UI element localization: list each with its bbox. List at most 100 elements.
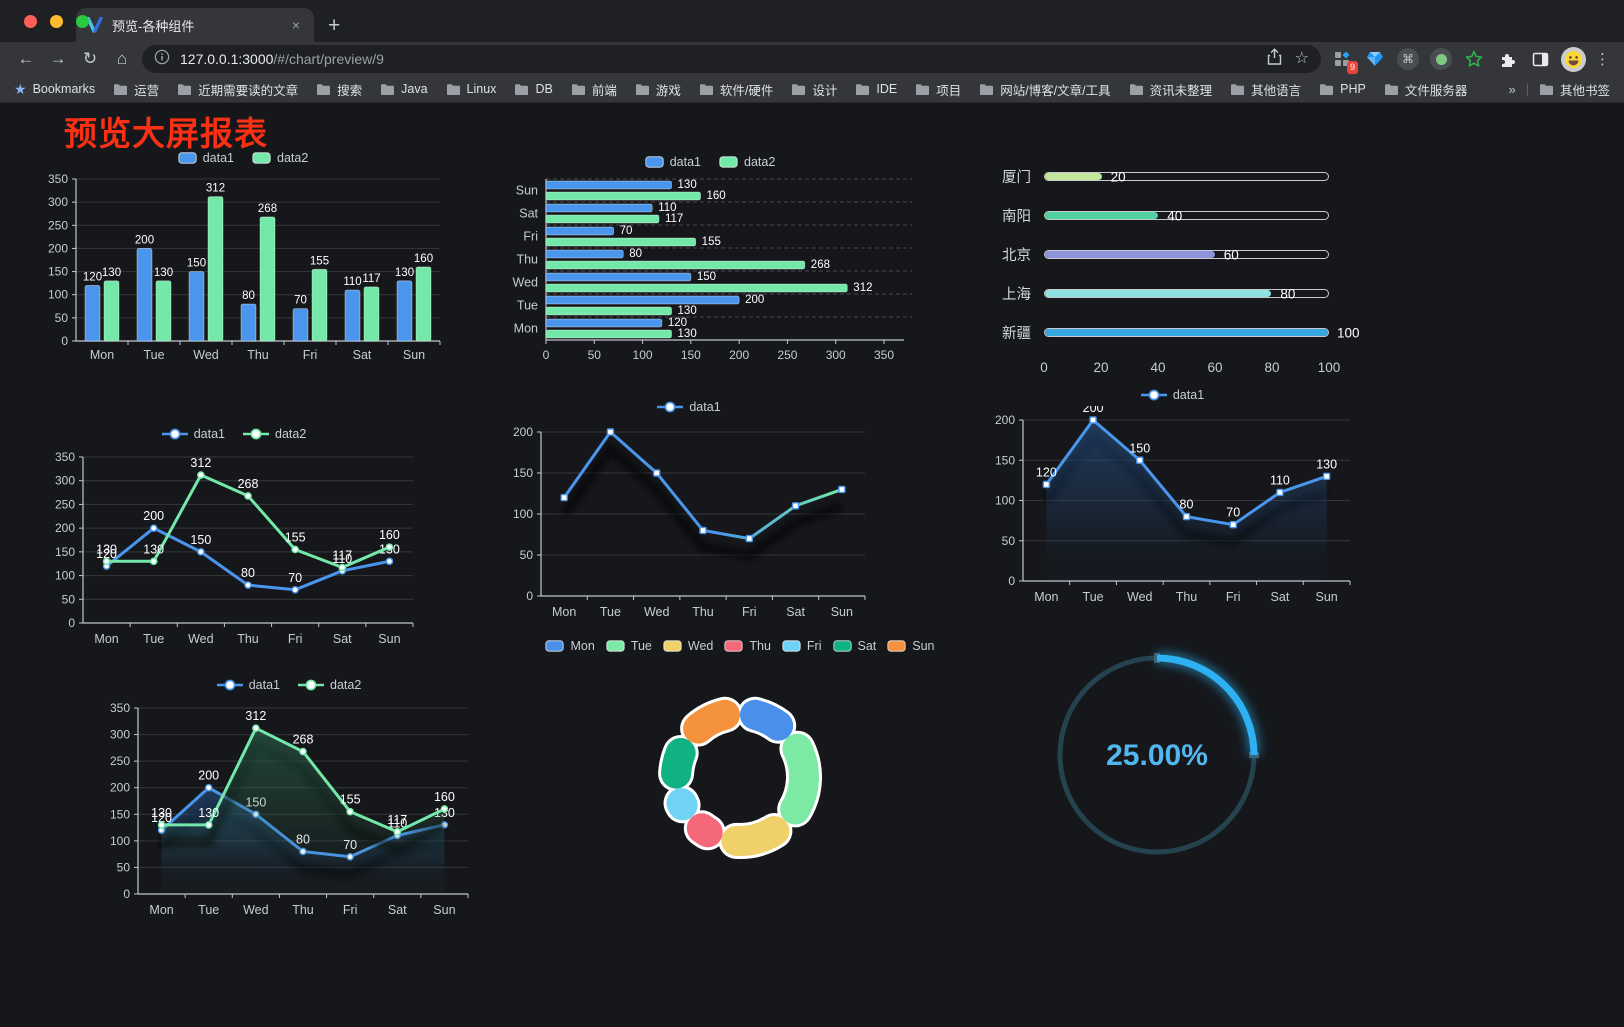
- svg-text:300: 300: [48, 195, 68, 209]
- progress-row[interactable]: 上海 80: [985, 274, 1365, 313]
- other-bookmarks-folder[interactable]: 其他书签: [1539, 80, 1610, 99]
- svg-text:130: 130: [198, 806, 219, 820]
- chart-legend[interactable]: data1 data2: [100, 674, 478, 696]
- chart-grouped-bar[interactable]: data1 data2 0 50 100 150 200 250 300 350 Mon Tue Wed…: [38, 147, 448, 367]
- bookmark-item[interactable]: 搜索: [316, 80, 362, 99]
- bookmarks-root[interactable]: ★ Bookmarks: [14, 80, 96, 97]
- chart-legend[interactable]: data1: [985, 384, 1360, 406]
- window-close-button[interactable]: [24, 15, 37, 28]
- url-bar[interactable]: 127.0.0.1:3000/#/chart/preview/9 ☆: [142, 45, 1321, 73]
- svg-text:117: 117: [332, 549, 352, 563]
- window-zoom-button[interactable]: [76, 15, 89, 28]
- legend-item[interactable]: data2: [252, 151, 308, 165]
- bookmark-item[interactable]: PHP: [1319, 82, 1366, 96]
- legend-item[interactable]: Wed: [663, 639, 713, 653]
- extension-record-icon[interactable]: [1428, 46, 1454, 72]
- svg-text:Sun: Sun: [433, 903, 455, 917]
- chart-legend[interactable]: data1: [503, 396, 875, 418]
- progress-value: 60: [1223, 247, 1239, 262]
- chart-gauge-progress[interactable]: 25.00%: [1045, 643, 1269, 867]
- profile-avatar[interactable]: [1560, 46, 1586, 72]
- new-tab-button[interactable]: +: [328, 14, 341, 37]
- chart-horizontal-bar[interactable]: data1 data2 Sun Sat Fri Thu Wed Tue Mon 0 50 100 150…: [500, 151, 920, 366]
- extension-green-star-icon[interactable]: [1461, 46, 1487, 72]
- svg-text:268: 268: [811, 259, 830, 271]
- svg-text:200: 200: [995, 413, 1015, 427]
- chart-city-progress[interactable]: 厦门 20 南阳 40 北京 60 上海 80 新疆 100 0 20 40 60 80 100: [985, 151, 1365, 389]
- legend-item[interactable]: data2: [719, 155, 775, 169]
- legend-item[interactable]: data1: [1140, 388, 1204, 402]
- chart-area-double[interactable]: data1 data2 0 50 100 150 200 250 300 350 Mon Tue Wed…: [100, 674, 478, 922]
- bookmarks-overflow-chevron[interactable]: »: [1508, 81, 1516, 97]
- browser-toolbar: ← → ↻ ⌂ 127.0.0.1:3000/#/chart/preview/9…: [0, 42, 1624, 76]
- legend-item[interactable]: Sun: [887, 639, 935, 653]
- legend-item[interactable]: Thu: [724, 639, 771, 653]
- bookmark-item[interactable]: 游戏: [635, 80, 681, 99]
- bookmark-star-icon[interactable]: ☆: [1294, 50, 1309, 67]
- bookmark-item[interactable]: 运营: [113, 80, 159, 99]
- bookmark-item[interactable]: 前端: [571, 80, 617, 99]
- chart-donut-pie[interactable]: Mon Tue Wed Thu Fri Sat Sun: [545, 633, 935, 895]
- progress-row[interactable]: 新疆 100: [985, 313, 1365, 352]
- legend-item[interactable]: Fri: [782, 639, 822, 653]
- extension-gem-icon[interactable]: [1362, 46, 1388, 72]
- bookmark-item[interactable]: DB: [514, 82, 553, 96]
- progress-row[interactable]: 厦门 20: [985, 157, 1365, 196]
- svg-text:200: 200: [1083, 406, 1104, 415]
- bookmark-item[interactable]: 项目: [915, 80, 961, 99]
- progress-row[interactable]: 南阳 40: [985, 196, 1365, 235]
- progress-row[interactable]: 北京 60: [985, 235, 1365, 274]
- extension-command-icon[interactable]: ⌘: [1395, 46, 1421, 72]
- svg-text:130: 130: [151, 806, 172, 820]
- svg-text:120: 120: [151, 811, 172, 825]
- browser-menu-icon[interactable]: ⋮: [1595, 51, 1610, 68]
- extensions-puzzle-icon[interactable]: [1494, 46, 1520, 72]
- browser-tab[interactable]: 预览-各种组件 ×: [76, 8, 314, 42]
- legend-item[interactable]: data1: [645, 155, 701, 169]
- window-minimize-button[interactable]: [50, 15, 63, 28]
- bookmark-item[interactable]: 近期需要读的文章: [177, 80, 298, 99]
- legend-item[interactable]: data2: [243, 427, 306, 441]
- legend-item[interactable]: Sat: [832, 639, 876, 653]
- legend-item[interactable]: data1: [657, 400, 721, 414]
- chart-legend[interactable]: data1 data2: [45, 423, 423, 445]
- back-button-icon[interactable]: ←: [17, 49, 35, 68]
- legend-item[interactable]: Mon: [545, 639, 595, 653]
- chart-two-lines[interactable]: data1 data2 0 50 100 150 200 250 300 350 Mon Tue Wed…: [45, 423, 423, 651]
- reload-button-icon[interactable]: ↻: [82, 49, 98, 68]
- forward-button-icon[interactable]: →: [49, 49, 67, 68]
- tab-close-icon[interactable]: ×: [291, 17, 300, 33]
- legend-item[interactable]: data1: [216, 678, 280, 692]
- chart-area-single[interactable]: data1 0 50 100 150 200 Mon Tue Wed Thu Fri Sat Sun 12…: [985, 384, 1360, 609]
- home-button-icon[interactable]: ⌂: [116, 49, 128, 68]
- legend-item[interactable]: data2: [298, 678, 361, 692]
- page-info-icon[interactable]: [154, 49, 170, 70]
- legend-item[interactable]: Tue: [606, 639, 652, 653]
- chart-legend[interactable]: data1 data2: [38, 147, 448, 169]
- svg-text:160: 160: [434, 790, 455, 804]
- legend-item[interactable]: data1: [161, 427, 225, 441]
- bookmark-item[interactable]: 资讯未整理: [1129, 80, 1212, 99]
- bookmark-item[interactable]: 软件/硬件: [699, 80, 773, 99]
- chart-legend[interactable]: data1 data2: [500, 151, 920, 173]
- bookmark-item[interactable]: 其他语言: [1230, 80, 1301, 99]
- bookmark-item[interactable]: Linux: [446, 82, 496, 96]
- svg-text:Mon: Mon: [1034, 590, 1058, 604]
- svg-text:Tue: Tue: [143, 632, 164, 646]
- extension-grid-icon[interactable]: 9: [1329, 46, 1358, 74]
- bookmark-item[interactable]: 文件服务器: [1384, 80, 1467, 99]
- chart-gradient-line[interactable]: data1 0 50 100 150 200 Mon Tue Wed Thu Fri Sat Sun: [503, 396, 875, 624]
- progress-value: 20: [1110, 169, 1126, 184]
- bookmarks-divider: |: [1525, 82, 1529, 96]
- share-icon[interactable]: [1266, 47, 1283, 71]
- bookmarks-bar: ★ Bookmarks 运营 近期需要读的文章 搜索 Java Linux DB 前端 游戏 软件/…: [0, 76, 1624, 103]
- progress-track: 40: [1044, 208, 1329, 223]
- bookmark-item[interactable]: 网站/博客/文章/工具: [979, 80, 1111, 99]
- legend-item[interactable]: data1: [178, 151, 234, 165]
- svg-text:312: 312: [245, 709, 266, 723]
- bookmark-item[interactable]: IDE: [855, 82, 897, 96]
- chart-legend[interactable]: Mon Tue Wed Thu Fri Sat Sun: [545, 633, 935, 659]
- side-panel-icon[interactable]: [1527, 46, 1553, 72]
- bookmark-item[interactable]: 设计: [791, 80, 837, 99]
- bookmark-item[interactable]: Java: [380, 82, 428, 96]
